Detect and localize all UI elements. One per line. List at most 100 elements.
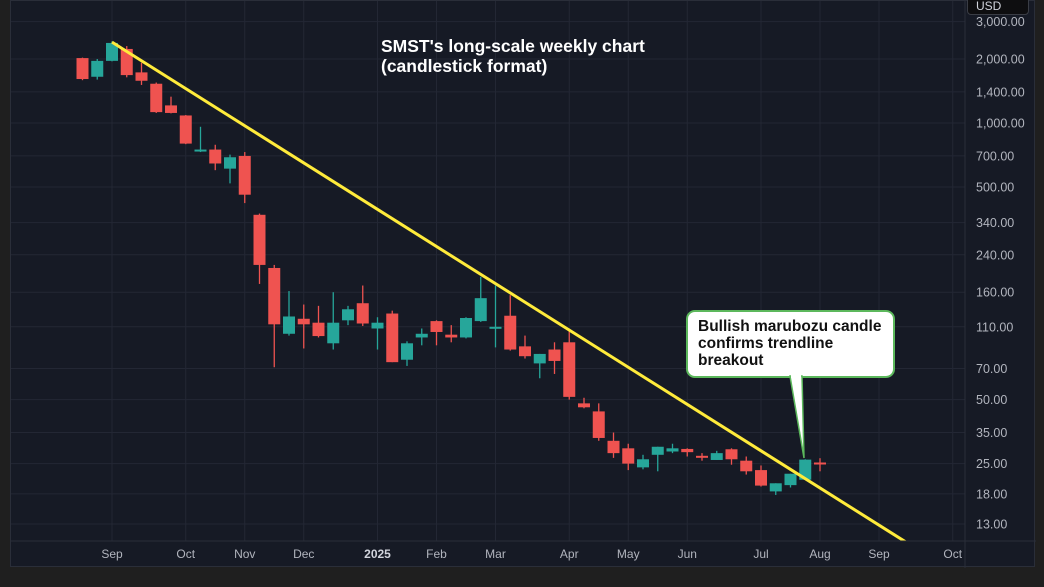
candle-body xyxy=(725,449,738,460)
time-tick-label: 2025 xyxy=(364,547,391,561)
candle xyxy=(607,432,620,458)
candle xyxy=(519,335,531,359)
candle xyxy=(224,154,236,184)
candles xyxy=(76,41,826,495)
time-tick-label: Oct xyxy=(943,547,962,561)
price-tick-label: 25.00 xyxy=(976,457,1007,471)
candlestick-chart[interactable]: 3,000.00 2,000.00 1,400.00 1,000.00 700.00 50… xyxy=(11,1,1036,568)
candle xyxy=(489,285,502,348)
price-tick-label: 110.00 xyxy=(976,320,1013,334)
candle xyxy=(710,450,723,460)
time-tick-label: Jul xyxy=(753,547,768,561)
candle-body xyxy=(283,316,295,334)
time-axis[interactable]: Sep Oct Nov Dec 2025 Feb Mar Apr May Jun Jul Aug Sep… xyxy=(101,547,962,561)
candle-body xyxy=(106,42,118,61)
candle xyxy=(799,459,812,480)
candle xyxy=(91,59,104,80)
candle xyxy=(814,458,826,472)
grid xyxy=(11,1,965,541)
candle xyxy=(312,305,325,338)
price-tick-label: 240.00 xyxy=(976,248,1014,262)
candle-body xyxy=(710,453,723,460)
time-tick-label: Oct xyxy=(176,547,195,561)
candle xyxy=(784,473,797,488)
candle-body xyxy=(253,214,266,265)
time-tick-label: Jun xyxy=(678,547,697,561)
candle xyxy=(592,403,605,441)
candle-body xyxy=(814,462,826,465)
currency-label[interactable]: USD xyxy=(967,0,1029,15)
chart-panel[interactable]: 3,000.00 2,000.00 1,400.00 1,000.00 700.00 50… xyxy=(10,0,1036,568)
time-tick-label: Feb xyxy=(426,547,447,561)
candle-body xyxy=(607,440,620,454)
candle xyxy=(533,353,546,379)
candle xyxy=(238,152,251,204)
candle-body xyxy=(578,403,590,408)
candle-body xyxy=(238,155,251,195)
candle-body xyxy=(637,459,649,468)
candle xyxy=(725,448,738,465)
candle-body xyxy=(135,72,148,81)
candle xyxy=(194,126,207,153)
price-tick-label: 18.00 xyxy=(976,487,1007,501)
candle xyxy=(548,342,561,374)
price-tick-label: 500.00 xyxy=(976,180,1014,194)
candle xyxy=(415,328,428,346)
price-tick-label: 700.00 xyxy=(976,149,1014,163)
candle-body xyxy=(563,342,576,397)
candle xyxy=(740,456,753,475)
price-tick-label: 1,400.00 xyxy=(976,85,1025,99)
candle-body xyxy=(120,48,133,76)
candle-body xyxy=(327,322,340,344)
price-tick-label: 50.00 xyxy=(976,393,1007,407)
candle xyxy=(504,295,517,351)
candle-body xyxy=(622,448,635,464)
time-tick-label: Mar xyxy=(485,547,506,561)
candle-body xyxy=(430,321,443,332)
candle-body xyxy=(356,303,369,324)
candle-body xyxy=(445,334,458,338)
candle-body xyxy=(415,333,428,338)
candle-body xyxy=(666,448,679,452)
candle xyxy=(445,325,458,343)
candle-body xyxy=(519,346,531,357)
candle-body xyxy=(548,349,561,361)
price-tick-label: 340.00 xyxy=(976,216,1014,230)
price-tick-label: 160.00 xyxy=(976,286,1014,300)
candle-body xyxy=(489,326,502,329)
candle-body xyxy=(784,473,797,486)
price-tick-label: 70.00 xyxy=(976,362,1007,376)
candle-body xyxy=(194,149,207,152)
candle xyxy=(681,448,694,457)
candle xyxy=(651,446,664,472)
candle-body xyxy=(165,105,177,113)
candle xyxy=(283,291,295,336)
candle xyxy=(578,397,590,409)
candle xyxy=(150,82,163,113)
candle-body xyxy=(268,267,281,325)
candle xyxy=(76,57,89,81)
candle-body xyxy=(740,460,753,472)
candle xyxy=(386,310,399,363)
candle-body xyxy=(150,83,163,113)
candle-body xyxy=(651,446,664,455)
candle-body xyxy=(297,318,310,325)
candle xyxy=(563,328,576,400)
candle-body xyxy=(312,322,325,337)
trendline-layer xyxy=(111,40,908,541)
candle xyxy=(401,341,413,366)
candle xyxy=(209,144,222,171)
candle xyxy=(755,465,767,487)
candle xyxy=(474,276,487,322)
candle-body xyxy=(769,483,782,492)
candle-body xyxy=(401,343,413,360)
price-tick-label: 13.00 xyxy=(976,517,1007,531)
trendline xyxy=(111,40,908,541)
candle xyxy=(371,317,384,350)
candle xyxy=(165,96,177,114)
candle-body xyxy=(592,411,605,438)
candle-body xyxy=(755,470,767,486)
candle-body xyxy=(533,353,546,364)
price-axis[interactable]: 3,000.00 2,000.00 1,400.00 1,000.00 700.00 50… xyxy=(976,15,1025,531)
price-tick-label: 3,000.00 xyxy=(976,15,1025,29)
